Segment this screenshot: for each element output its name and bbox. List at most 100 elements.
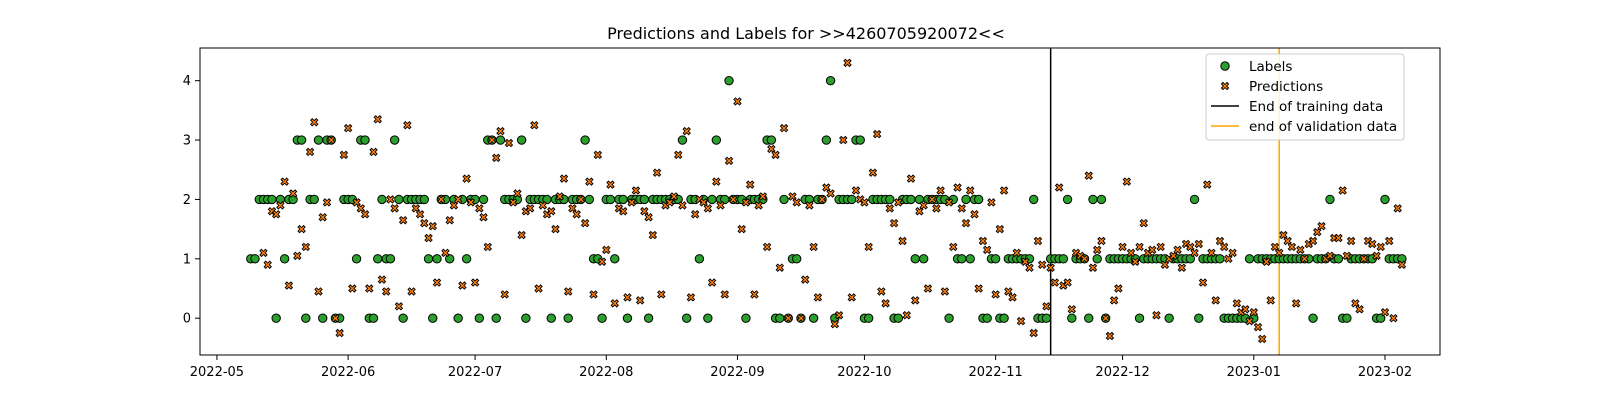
prediction-point <box>618 207 628 216</box>
label-point <box>491 313 501 323</box>
prediction-point <box>1190 248 1199 258</box>
prediction-point <box>547 207 556 216</box>
prediction-point <box>479 212 488 222</box>
prediction-point <box>1147 245 1157 255</box>
prediction-point <box>1346 236 1356 246</box>
prediction-point <box>1012 248 1022 258</box>
label-point <box>1325 194 1335 205</box>
label-point <box>360 135 370 145</box>
prediction-point <box>305 147 315 157</box>
label-point <box>910 254 920 264</box>
scatter-points <box>246 58 1407 344</box>
prediction-point <box>1249 308 1259 317</box>
prediction-point <box>411 204 421 213</box>
prediction-point <box>551 224 560 234</box>
prediction-point <box>1139 218 1148 228</box>
prediction-point <box>805 201 814 210</box>
prediction-point <box>966 186 975 195</box>
prediction-point <box>834 310 844 320</box>
prediction-point <box>259 248 268 258</box>
prediction-point <box>1380 308 1390 317</box>
prediction-point <box>483 242 493 252</box>
label-point <box>681 313 692 323</box>
prediction-point <box>995 224 1005 234</box>
prediction-point <box>1245 316 1254 326</box>
prediction-point <box>940 287 950 296</box>
prediction-point <box>606 180 615 189</box>
label-point <box>982 313 992 323</box>
prediction-point <box>1160 260 1170 269</box>
legend-labels-marker <box>1220 61 1230 71</box>
prediction-point <box>1258 334 1267 344</box>
prediction-point <box>673 150 683 160</box>
prediction-point <box>1118 242 1127 252</box>
prediction-point <box>648 230 658 240</box>
prediction-point <box>1393 204 1402 213</box>
prediction-point <box>631 186 641 195</box>
prediction-point <box>1084 171 1093 180</box>
prediction-point <box>1287 242 1297 252</box>
label-point <box>373 254 383 264</box>
prediction-point <box>796 313 806 323</box>
label-point <box>610 254 620 264</box>
y-tick-label: 4 <box>183 74 191 89</box>
prediction-point <box>1270 242 1280 252</box>
prediction-point <box>360 210 370 219</box>
legend-labels-text: Labels <box>1249 59 1292 75</box>
prediction-point <box>1313 227 1322 237</box>
legend: Labels Predictions End of training data end… <box>1205 53 1405 141</box>
legend-validation-text: end of validation data <box>1249 119 1397 135</box>
label-point <box>741 313 751 323</box>
prediction-point <box>555 192 564 201</box>
prediction-point <box>466 198 476 207</box>
label-point <box>957 254 967 264</box>
legend-predictions-marker <box>1220 81 1230 91</box>
prediction-point <box>1186 242 1195 252</box>
label-point <box>398 313 408 323</box>
prediction-point <box>868 168 878 177</box>
prediction-point <box>513 189 522 198</box>
label-point <box>313 135 324 145</box>
label-point <box>1342 313 1352 323</box>
label-point <box>707 194 717 205</box>
label-point <box>597 313 607 323</box>
prediction-point <box>729 195 738 204</box>
label-point <box>1029 194 1039 205</box>
label-point <box>478 194 489 205</box>
prediction-point <box>1253 322 1263 332</box>
prediction-point <box>910 296 920 305</box>
prediction-point <box>1021 257 1030 267</box>
label-point <box>1067 313 1077 323</box>
prediction-point <box>839 135 848 145</box>
prediction-point <box>902 310 911 320</box>
x-tick-label: 2023-01 <box>1227 365 1281 380</box>
prediction-point <box>1376 242 1385 252</box>
prediction-point <box>525 204 535 213</box>
label-point <box>563 313 573 323</box>
prediction-point <box>1274 248 1284 258</box>
label-point <box>1088 194 1098 205</box>
prediction-point <box>386 195 395 204</box>
prediction-point <box>991 290 1000 299</box>
prediction-point <box>927 195 937 204</box>
prediction-point <box>932 204 941 213</box>
prediction-point <box>1291 299 1301 308</box>
prediction-point <box>610 299 619 308</box>
label-point <box>618 194 628 205</box>
prediction-point <box>712 177 721 186</box>
prediction-point <box>445 215 454 225</box>
prediction-point <box>775 263 785 272</box>
label-point <box>271 313 281 323</box>
label-point <box>495 135 506 145</box>
label-point <box>584 194 595 205</box>
prediction-point <box>339 150 349 160</box>
x-axis: 2022-05 2022-06 2022-07 2022-08 2022-09 2022-… <box>190 355 1412 380</box>
prediction-point <box>1203 180 1212 189</box>
prediction-point <box>961 218 971 228</box>
prediction-point <box>877 287 886 296</box>
prediction-point <box>978 236 988 246</box>
prediction-point <box>949 242 958 252</box>
label-point <box>1333 254 1344 264</box>
y-tick-label: 1 <box>183 252 191 267</box>
label-point <box>521 313 531 323</box>
